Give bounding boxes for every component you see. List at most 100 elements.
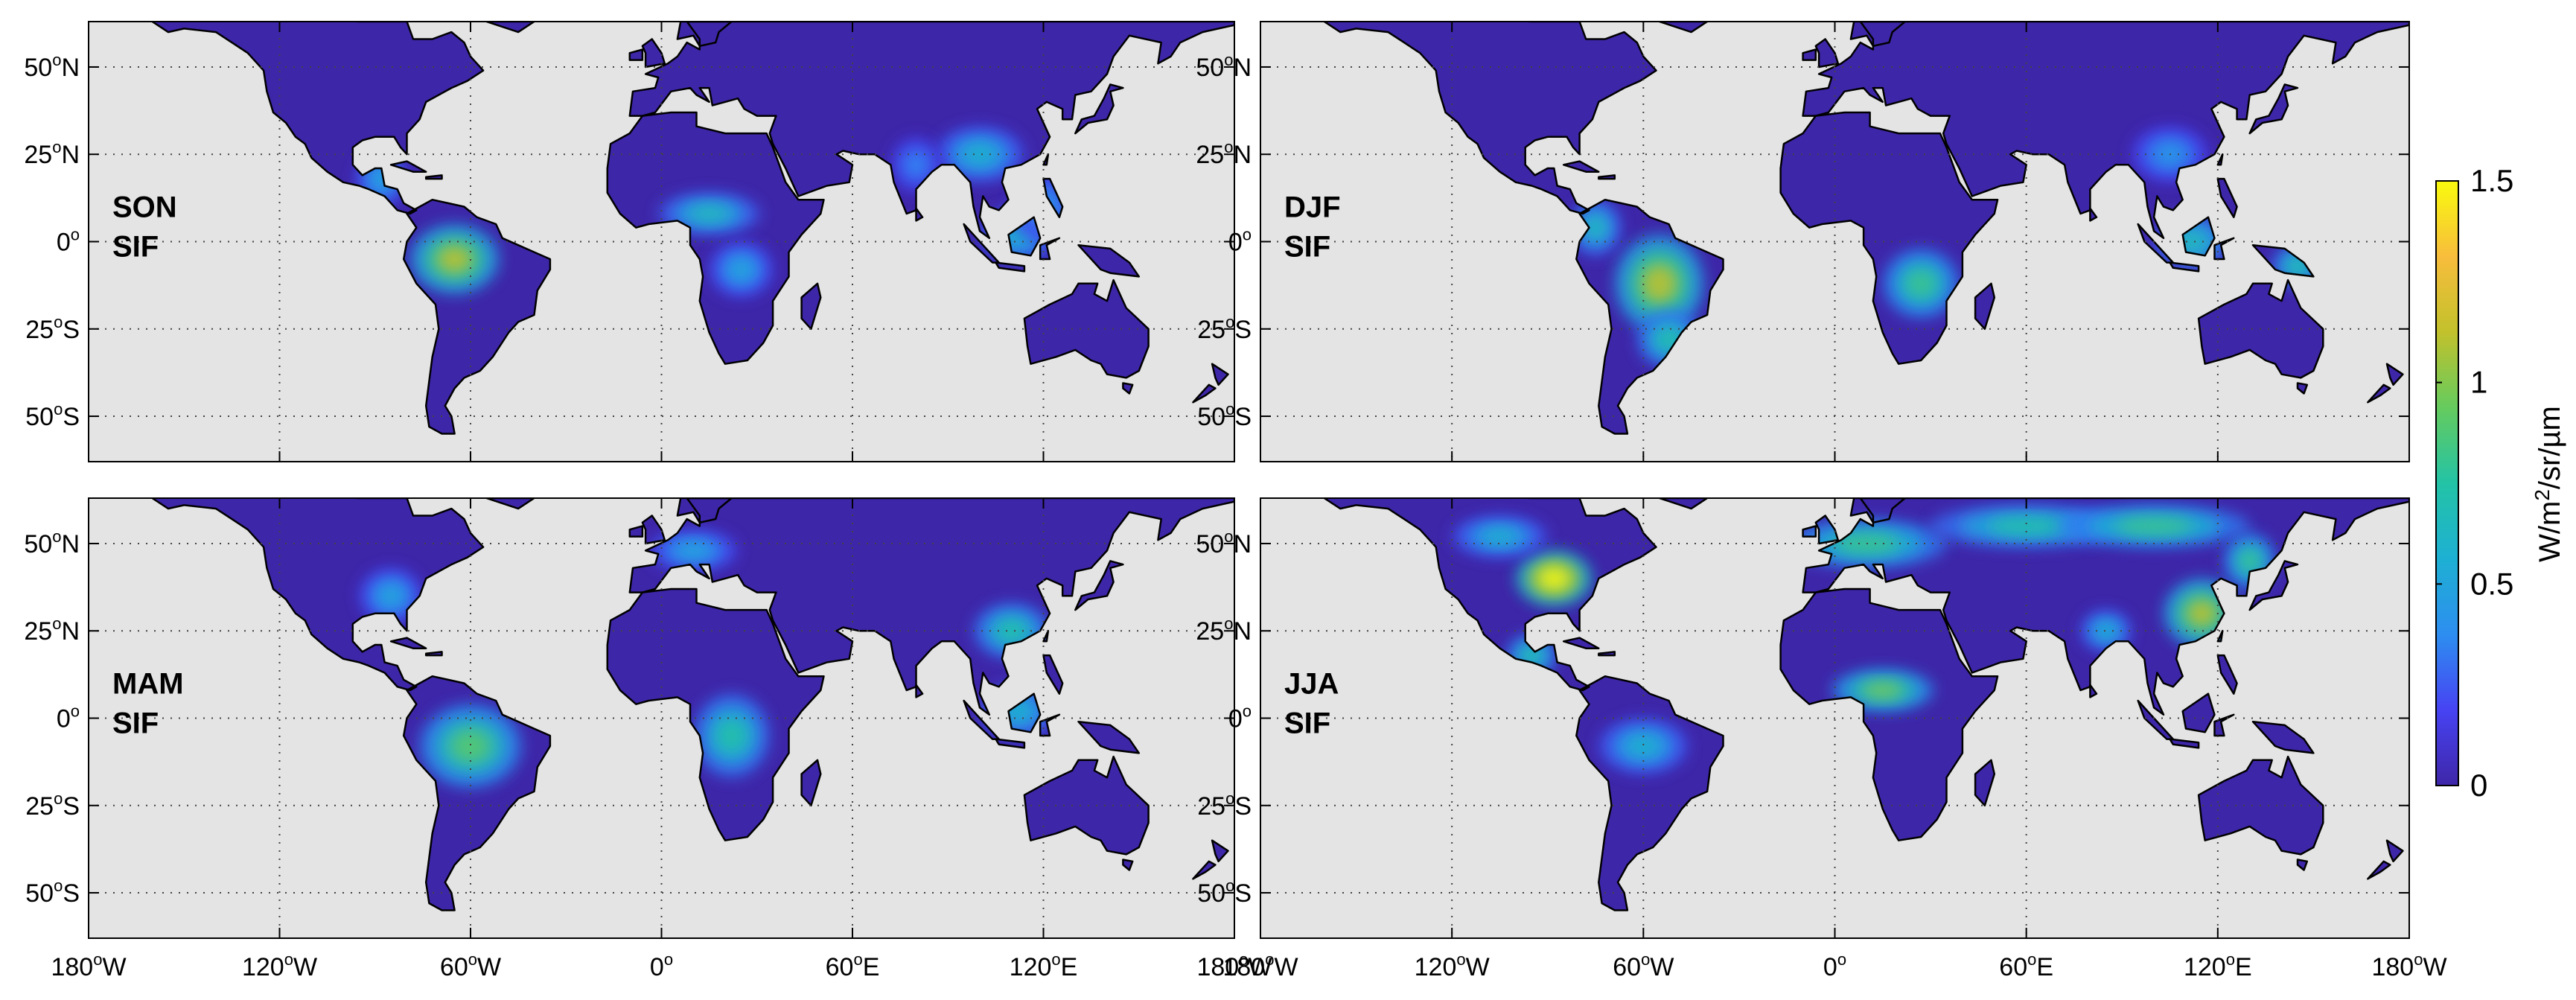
land-greenland [486,498,535,509]
coastline-borneo [2181,216,2216,257]
sif-hotspot [962,143,998,166]
sif-hotspot [377,585,404,608]
degree-symbol: o [1225,313,1234,331]
land-new-guinea [1078,245,1139,277]
coastline-ireland [628,525,644,538]
colorbar-ticks: 1.5 1 0.5 0 [2436,163,2513,803]
degree-symbol: o [1265,950,1274,969]
degree-symbol: o [664,950,673,969]
coastline-madagascar [800,759,822,807]
coastline-tasmania [1122,859,1134,871]
coastlines [150,22,1234,435]
lat-tick-label: 25oN [1196,138,1252,169]
degree-symbol: o [54,876,63,895]
sif-hotspot [716,719,747,753]
coastline-new-zealand-north [1211,363,1229,386]
sif-hotspot [675,542,712,559]
sif-hotspot [728,258,754,281]
coastline-north-america [150,498,485,692]
coastline-british-isles [641,38,666,69]
lon-tick-label: 60oE [1999,950,2053,981]
coastline-australia [1023,278,1150,379]
degree-symbol: o [284,950,293,969]
degree-symbol: o [54,313,63,331]
degree-symbol: o [1225,876,1234,895]
coastline-eurasia [1802,498,2409,716]
coastline-new-zealand-south [1192,383,1217,404]
degree-symbol: o [71,226,80,244]
land-greenland [486,22,535,33]
coastline-africa [1779,587,1999,841]
degree-symbol: o [71,702,80,721]
lat-tick-label: 25oN [24,138,80,169]
lat-tick-label: 25oN [24,614,80,646]
land-java [995,262,1024,272]
degree-symbol: o [54,400,63,418]
degree-symbol: o [2226,950,2235,969]
land-java [995,739,1024,748]
lat-tick-label: 25oS [25,313,80,344]
coastline-greenland [1658,22,1709,34]
lat-tick-label: 0o [57,702,80,733]
coastline-africa [606,111,825,365]
panel-season-label: DJF [1284,191,1341,224]
degree-symbol: o [1837,950,1846,969]
degree-symbol: o [52,527,61,546]
coastline-tasmania [2296,859,2309,871]
lat-tick-label: 25oN [1196,614,1252,646]
land-australia [1024,757,1149,855]
panel-jja: JJA SIF [1260,497,2410,939]
coastline-australia [1023,755,1150,856]
coastline-north-america [1322,498,1657,692]
coastline-south-america [402,198,552,435]
land-british-isles [642,515,665,544]
colorbar-tick-label: 0 [2470,768,2487,803]
coastline-scandinavia [1849,498,1907,524]
sif-hotspot [1862,681,1904,699]
axis-ticks [1260,22,2410,462]
degree-symbol: o [1224,51,1233,69]
coastline-hispaniola [424,174,443,180]
coastline-sumatra [2137,699,2175,740]
coastline-sri-lanka [2089,684,2098,698]
lon-tick-label: 60oE [826,950,880,981]
coastline-japan [1074,560,1124,611]
lon-tick-label: 60oW [1613,950,1674,981]
sif-hotspot [450,729,491,763]
coastline-new-zealand-north [2385,363,2404,386]
land-australia [1024,280,1149,378]
coastline-taiwan [1042,629,1050,643]
coastline-hispaniola [1598,174,1616,180]
coastline-ireland [1802,48,1817,61]
degree-symbol: o [1225,400,1234,418]
colorbar-label-superscript: 2 [2531,489,2554,501]
land-north-america [152,498,484,690]
coastline-philippines [2216,654,2238,695]
lat-tick-label: 50oN [24,527,80,558]
land-africa [607,112,824,364]
degree-symbol: o [52,614,61,633]
lat-tick-label: 50oS [1197,876,1252,908]
coastline-java [2169,738,2200,749]
land-new-zealand-north [1212,363,1228,385]
lon-tick-label: 120oE [2184,950,2252,981]
lat-tick-label: 25oS [1197,313,1252,344]
axis-ticks [88,22,1235,462]
coastline-taiwan [1042,153,1050,166]
land-new-zealand-south [2368,384,2391,403]
land-new-zealand-north [1212,840,1228,862]
coastline-south-america [1575,198,1724,435]
land-madagascar [801,759,821,806]
panel-djf: DJF SIF [1260,21,2410,462]
lon-tick-label: 180oW [1222,950,1298,981]
gridlines [1260,498,2409,938]
map-content [89,498,1234,938]
coastline-hispaniola [1598,651,1616,657]
degree-symbol: o [2414,950,2423,969]
lon-tick-label: 180oW [1196,950,1272,981]
coastline-scandinavia [1849,22,1907,48]
degree-symbol: o [1224,138,1233,156]
colorbar: 1.5 1 0.5 0 W/m2/sr/µm [2435,163,2566,803]
coastline-north-america [1322,22,1657,215]
